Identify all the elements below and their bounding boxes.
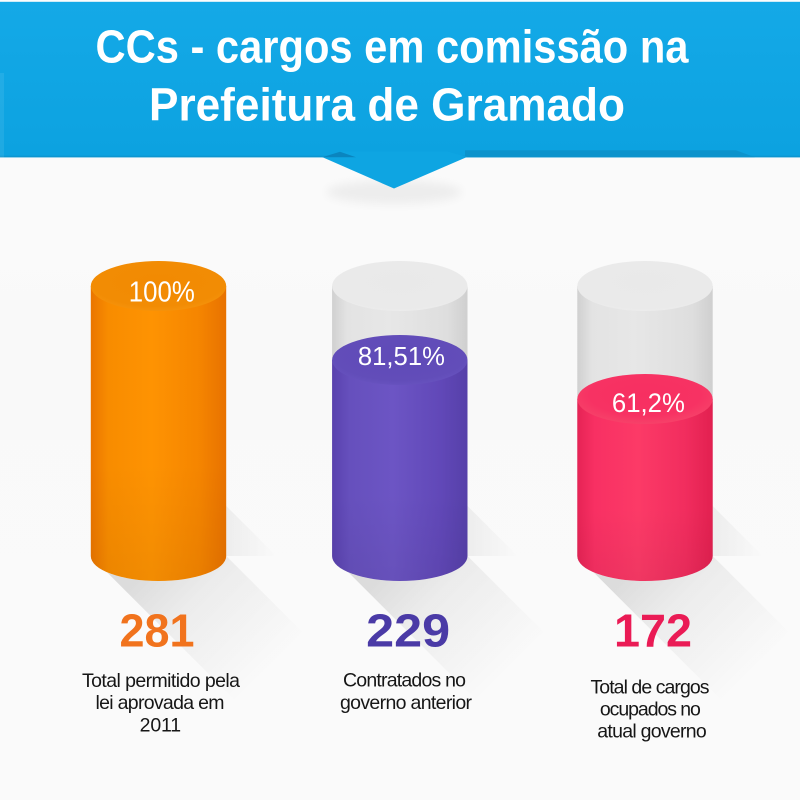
svg-text:81,51%: 81,51% [358, 341, 445, 371]
svg-text:Total permitido pela: Total permitido pela [82, 670, 240, 692]
svg-text:Total de cargos: Total de cargos [591, 677, 710, 699]
svg-text:CCs - cargos em comissão na: CCs - cargos em comissão na [96, 21, 690, 73]
svg-text:281: 281 [120, 604, 195, 656]
svg-text:2011: 2011 [140, 715, 182, 737]
svg-text:100%: 100% [129, 276, 195, 308]
svg-text:ocupados no: ocupados no [600, 698, 701, 720]
svg-text:Contratados no: Contratados no [343, 670, 466, 692]
svg-text:governo anterior: governo anterior [340, 692, 473, 714]
svg-text:lei aprovada em: lei aprovada em [96, 692, 225, 714]
svg-text:Prefeitura de Gramado: Prefeitura de Gramado [149, 79, 625, 131]
svg-text:229: 229 [366, 604, 450, 656]
svg-text:61,2%: 61,2% [612, 388, 685, 418]
svg-text:atual governo: atual governo [597, 720, 707, 742]
svg-text:172: 172 [614, 604, 692, 656]
